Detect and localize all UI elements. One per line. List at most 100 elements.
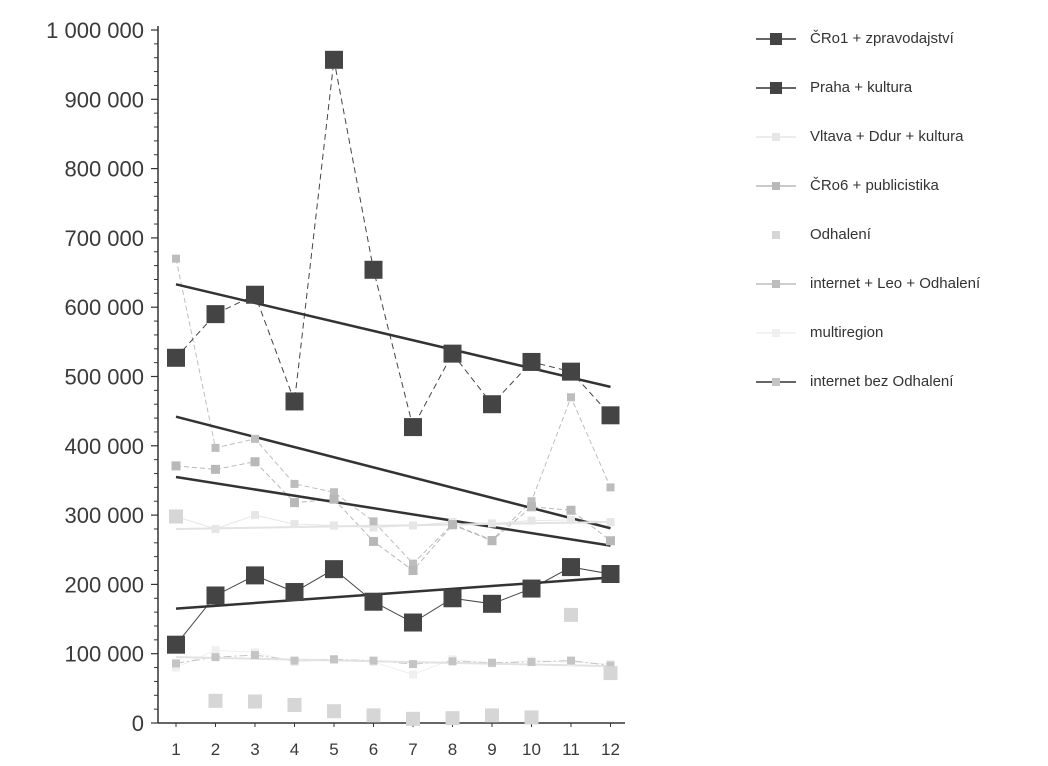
data-point-internet-leo: [172, 255, 180, 263]
data-point-internet-bez: [567, 657, 575, 665]
data-point-praha: [523, 580, 541, 598]
legend-key-cro6: [752, 176, 816, 196]
data-point-vltava: [409, 521, 417, 529]
legend-marker: [772, 231, 780, 239]
x-tick-label: 9: [487, 740, 496, 759]
series-line-cro6: [176, 462, 611, 571]
legend-key-odhaleni: [752, 225, 816, 245]
data-point-praha: [365, 593, 383, 611]
data-point-praha: [483, 595, 501, 613]
x-tick-label: 2: [211, 740, 220, 759]
series-line-internet-leo: [176, 259, 611, 564]
data-point-cro1: [246, 286, 264, 304]
x-tick-label: 1: [171, 740, 180, 759]
data-point-vltava: [291, 520, 299, 528]
legend-marker: [770, 33, 782, 45]
legend-label-internet-leo: internet + Leo + Odhalení: [810, 275, 980, 292]
data-point-cro1: [207, 305, 225, 323]
legend-label-cro6: ČRo6 + publicistika: [810, 177, 939, 194]
legend-item-multiregion: multiregion: [752, 308, 1048, 357]
data-point-cro6: [251, 457, 260, 466]
data-point-internet-bez: [488, 659, 496, 667]
data-point-internet-leo: [251, 435, 259, 443]
y-tick-label: 0: [132, 711, 144, 736]
data-point-internet-bez: [370, 657, 378, 665]
y-tick-label: 600 000: [64, 295, 144, 320]
x-tick-label: 8: [448, 740, 457, 759]
data-point-odhaleni: [446, 711, 460, 725]
data-point-cro1: [286, 392, 304, 410]
data-point-internet-leo: [567, 393, 575, 401]
data-point-internet-bez: [330, 655, 338, 663]
legend-key-praha: [752, 78, 816, 98]
data-point-odhaleni: [485, 708, 499, 722]
y-tick-label: 1 000 000: [46, 18, 144, 43]
data-point-cro6: [606, 536, 615, 545]
y-tick-label: 700 000: [64, 226, 144, 251]
x-tick-label: 4: [290, 740, 299, 759]
legend-label-internet-bez: internet bez Odhalení: [810, 373, 953, 390]
data-point-internet-leo: [291, 480, 299, 488]
data-point-internet-leo: [370, 517, 378, 525]
data-point-odhaleni: [288, 698, 302, 712]
data-point-cro6: [172, 461, 181, 470]
data-point-cro6: [290, 498, 299, 507]
data-point-praha: [404, 614, 422, 632]
data-point-internet-bez: [291, 657, 299, 665]
data-point-praha: [207, 586, 225, 604]
data-point-cro1: [325, 51, 343, 69]
series-line-vltava: [176, 515, 611, 529]
legend-key-vltava: [752, 127, 816, 147]
data-point-cro1: [444, 345, 462, 363]
trendline-cro1: [176, 284, 611, 387]
data-point-odhaleni: [604, 666, 618, 680]
y-tick-label: 300 000: [64, 503, 144, 528]
data-point-odhaleni: [367, 708, 381, 722]
data-point-multiregion: [409, 670, 417, 678]
legend-item-internet-leo: internet + Leo + Odhalení: [752, 259, 1048, 308]
y-tick-label: 400 000: [64, 434, 144, 459]
series-line-praha: [176, 567, 611, 645]
data-point-vltava: [251, 511, 259, 519]
x-tick-label: 6: [369, 740, 378, 759]
data-point-praha: [167, 636, 185, 654]
data-point-internet-bez: [212, 653, 220, 661]
legend-item-internet-bez: internet bez Odhalení: [752, 357, 1048, 406]
data-point-internet-bez: [528, 658, 536, 666]
data-point-internet-bez: [449, 657, 457, 665]
data-point-cro6: [488, 536, 497, 545]
data-point-cro1: [483, 395, 501, 413]
data-point-multiregion: [212, 646, 220, 654]
legend-marker: [772, 329, 780, 337]
data-point-praha: [325, 560, 343, 578]
legend-label-multiregion: multiregion: [810, 324, 883, 341]
chart-legend: ČRo1 + zpravodajství Praha + kultura Vlt…: [752, 14, 1048, 406]
data-point-odhaleni: [525, 710, 539, 724]
legend-item-praha: Praha + kultura: [752, 63, 1048, 112]
legend-marker: [772, 280, 780, 288]
legend-item-vltava: Vltava + Ddur + kultura: [752, 112, 1048, 161]
legend-marker: [772, 378, 780, 386]
data-point-internet-leo: [212, 444, 220, 452]
data-point-cro6: [567, 506, 576, 515]
data-point-internet-bez: [409, 660, 417, 668]
data-point-cro1: [365, 261, 383, 279]
data-point-praha: [286, 583, 304, 601]
data-point-internet-bez: [172, 659, 180, 667]
data-point-vltava: [212, 525, 220, 533]
data-point-cro1: [562, 363, 580, 381]
data-point-vltava: [528, 517, 536, 525]
data-point-cro6: [369, 537, 378, 546]
legend-label-cro1: ČRo1 + zpravodajství: [810, 30, 954, 47]
data-point-praha: [562, 558, 580, 576]
legend-key-internet-bez: [752, 372, 816, 392]
data-point-odhaleni: [327, 704, 341, 718]
data-point-cro1: [523, 353, 541, 371]
data-point-cro6: [448, 520, 457, 529]
data-point-cro1: [167, 349, 185, 367]
legend-label-praha: Praha + kultura: [810, 79, 912, 96]
x-tick-label: 3: [250, 740, 259, 759]
data-point-vltava: [567, 516, 575, 524]
x-tick-label: 5: [329, 740, 338, 759]
legend-marker: [772, 182, 780, 190]
